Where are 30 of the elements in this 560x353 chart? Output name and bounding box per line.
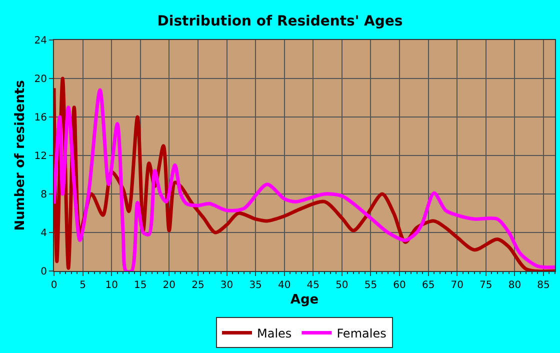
x-tick-label: 70 (450, 280, 464, 291)
x-tick-label: 60 (393, 280, 406, 291)
x-tick-label: 45 (306, 280, 320, 291)
x-tick-label: 20 (162, 280, 176, 291)
x-tick-label: 50 (336, 280, 348, 291)
x-tick-label: 85 (537, 280, 550, 291)
legend-label: Females (336, 326, 386, 340)
x-tick-label: 65 (422, 280, 435, 291)
x-tick-label: 40 (278, 280, 291, 291)
x-tick-label: 5 (80, 280, 86, 291)
y-axis-title: Number of residents (13, 80, 28, 231)
y-tick-label: 12 (34, 151, 47, 162)
y-tick-label: 24 (34, 36, 47, 46)
legend-label: Males (257, 326, 292, 340)
x-tick-label: 80 (508, 280, 522, 291)
y-tick-label: 8 (40, 190, 47, 200)
x-tick-label: 10 (105, 280, 118, 291)
x-tick-label: 35 (249, 280, 262, 291)
y-tick-label: 16 (34, 112, 47, 124)
x-tick-label: 75 (480, 280, 492, 291)
x-tick-label: 25 (192, 280, 204, 291)
x-tick-label: 15 (134, 280, 147, 291)
x-axis-title: Age (290, 292, 319, 308)
chart-title: Distribution of Residents' Ages (157, 14, 403, 30)
y-tick-label: 4 (40, 228, 47, 239)
x-tick-label: 0 (50, 280, 58, 291)
y-tick-label: 0 (40, 266, 47, 278)
x-tick-label: 30 (220, 280, 234, 291)
y-tick-label: 20 (34, 74, 47, 85)
x-tick-label: 55 (364, 280, 378, 291)
